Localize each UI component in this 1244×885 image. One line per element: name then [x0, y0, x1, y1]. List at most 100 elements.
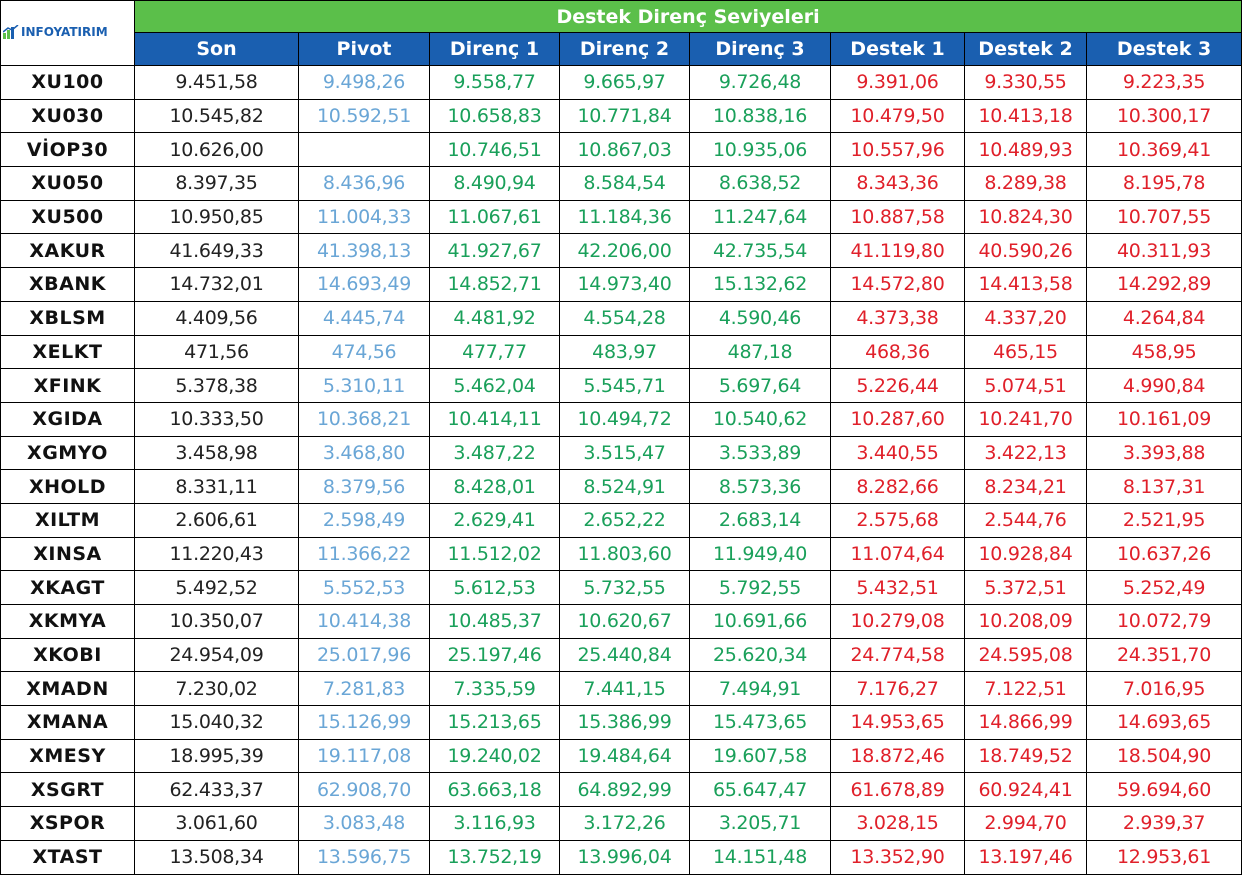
symbol-cell: XU100 [0, 65, 135, 100]
logo-chart-icon [3, 24, 19, 39]
table-body: XU100 9.451,58 9.498,26 9.558,77 9.665,97 9.7… [0, 65, 1243, 875]
value-cell: 10.545,82 [134, 98, 299, 134]
value-cell: 10.369,41 [1085, 132, 1243, 168]
value-cell: 64.892,99 [559, 772, 690, 808]
value-cell: 477,77 [429, 334, 560, 370]
value-cell: 13.752,19 [429, 839, 560, 875]
value-cell: 15.126,99 [298, 705, 430, 740]
value-cell: 7.281,83 [298, 671, 430, 707]
value-cell: 14.572,80 [830, 267, 965, 302]
value-cell: 15.213,65 [429, 705, 560, 740]
symbol-cell: XMADN [0, 671, 135, 707]
value-cell: 483,97 [559, 334, 690, 370]
value-cell: 10.414,11 [429, 401, 560, 437]
value-cell: 8.331,11 [134, 469, 299, 504]
value-cell: 5.492,52 [134, 570, 299, 605]
table-row: XGIDA 10.333,50 10.368,21 10.414,11 10.494,7… [0, 401, 1243, 437]
value-cell: 10.691,66 [689, 604, 831, 639]
value-cell: 7.176,27 [830, 671, 965, 707]
value-cell: 3.422,13 [964, 435, 1087, 471]
value-cell: 10.658,83 [429, 98, 560, 134]
symbol-cell: XKMYA [0, 604, 135, 639]
symbol-cell: XBLSM [0, 300, 135, 336]
value-cell: 18.749,52 [964, 738, 1087, 774]
value-cell: 9.498,26 [298, 65, 430, 100]
value-cell: 458,95 [1085, 334, 1243, 370]
value-cell: 5.612,53 [429, 570, 560, 605]
logo-text: INFOYATIRIM [21, 24, 108, 39]
value-cell: 474,56 [298, 334, 430, 370]
table-row: XKMYA 10.350,07 10.414,38 10.485,37 10.620,6… [0, 604, 1243, 639]
column-header: Direnç 1 [429, 32, 560, 66]
symbol-cell: XMANA [0, 705, 135, 740]
value-cell: 60.924,41 [964, 772, 1087, 808]
symbol-cell: XMESY [0, 738, 135, 774]
value-cell: 4.264,84 [1085, 300, 1243, 336]
value-cell: 13.352,90 [830, 839, 965, 875]
value-cell: 24.774,58 [830, 637, 965, 673]
value-cell: 2.629,41 [429, 502, 560, 538]
value-cell: 3.468,80 [298, 435, 430, 471]
value-cell: 3.116,93 [429, 806, 560, 841]
value-cell: 2.598,49 [298, 502, 430, 538]
value-cell: 8.584,54 [559, 166, 690, 201]
value-cell: 10.333,50 [134, 401, 299, 437]
value-cell: 468,36 [830, 334, 965, 370]
value-cell: 24.351,70 [1085, 637, 1243, 673]
value-cell: 4.373,38 [830, 300, 965, 336]
column-header: Direnç 3 [689, 32, 831, 66]
value-cell: 10.279,08 [830, 604, 965, 639]
value-cell: 8.379,56 [298, 469, 430, 504]
value-cell: 5.552,53 [298, 570, 430, 605]
value-cell: 4.445,74 [298, 300, 430, 336]
symbol-cell: XELKT [0, 334, 135, 370]
symbol-cell: XSPOR [0, 806, 135, 841]
value-cell: 10.489,93 [964, 132, 1087, 168]
value-cell: 13.596,75 [298, 839, 430, 875]
value-cell: 10.746,51 [429, 132, 560, 168]
value-cell: 8.282,66 [830, 469, 965, 504]
column-header: Direnç 2 [559, 32, 690, 66]
value-cell: 10.637,26 [1085, 536, 1243, 572]
value-cell: 24.595,08 [964, 637, 1087, 673]
value-cell: 25.440,84 [559, 637, 690, 673]
value-cell: 8.289,38 [964, 166, 1087, 201]
table-row: XKAGT 5.492,52 5.552,53 5.612,53 5.732,55 5.7… [0, 570, 1243, 605]
value-cell: 14.693,65 [1085, 705, 1243, 740]
table-row: XILTM 2.606,61 2.598,49 2.629,41 2.652,22 2.6… [0, 502, 1243, 538]
value-cell: 61.678,89 [830, 772, 965, 808]
value-cell: 8.428,01 [429, 469, 560, 504]
value-cell: 5.462,04 [429, 368, 560, 403]
value-cell: 10.413,18 [964, 98, 1087, 134]
value-cell: 2.683,14 [689, 502, 831, 538]
value-cell: 4.990,84 [1085, 368, 1243, 403]
value-cell: 14.413,58 [964, 267, 1087, 302]
value-cell: 10.838,16 [689, 98, 831, 134]
value-cell: 10.935,06 [689, 132, 831, 168]
value-cell: 11.247,64 [689, 199, 831, 235]
value-cell: 3.205,71 [689, 806, 831, 841]
value-cell: 10.626,00 [134, 132, 299, 168]
value-cell: 7.494,91 [689, 671, 831, 707]
value-cell: 62.908,70 [298, 772, 430, 808]
value-cell: 10.072,79 [1085, 604, 1243, 639]
value-cell: 15.040,32 [134, 705, 299, 740]
infoyatirim-logo: INFOYATIRIM [3, 24, 108, 39]
value-cell: 19.240,02 [429, 738, 560, 774]
value-cell: 5.226,44 [830, 368, 965, 403]
value-cell: 9.558,77 [429, 65, 560, 100]
value-cell: 12.953,61 [1085, 839, 1243, 875]
value-cell: 11.184,36 [559, 199, 690, 235]
symbol-cell: XSGRT [0, 772, 135, 808]
value-cell: 10.707,55 [1085, 199, 1243, 235]
value-cell: 11.074,64 [830, 536, 965, 572]
symbol-cell: XFINK [0, 368, 135, 403]
value-cell: 11.004,33 [298, 199, 430, 235]
table-row: XKOBI 24.954,09 25.017,96 25.197,46 25.440,8… [0, 637, 1243, 673]
value-cell: 3.028,15 [830, 806, 965, 841]
value-cell: 41.398,13 [298, 233, 430, 269]
value-cell: 9.391,06 [830, 65, 965, 100]
table-row: XSPOR 3.061,60 3.083,48 3.116,93 3.172,26 3.2… [0, 806, 1243, 841]
value-cell: 3.533,89 [689, 435, 831, 471]
